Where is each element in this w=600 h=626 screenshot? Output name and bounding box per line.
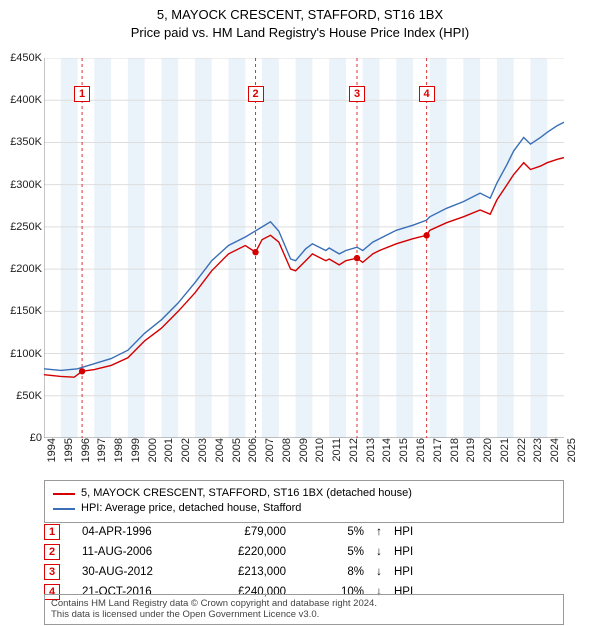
x-axis-label: 2015 bbox=[396, 438, 410, 462]
events-table: 1 04-APR-1996 £79,000 5% ↑ HPI 2 11-AUG-2006 £22… bbox=[44, 522, 564, 602]
x-axis-label: 2014 bbox=[379, 438, 393, 462]
legend-row-property: 5, MAYOCK CRESCENT, STAFFORD, ST16 1BX (… bbox=[53, 486, 555, 501]
event-pct: 5% bbox=[324, 546, 364, 558]
event-marker: 1 bbox=[74, 86, 90, 102]
legend-label-property: 5, MAYOCK CRESCENT, STAFFORD, ST16 1BX (… bbox=[81, 486, 412, 501]
event-price: £79,000 bbox=[206, 526, 316, 538]
event-date: 11-AUG-2006 bbox=[68, 546, 198, 558]
x-axis-label: 2001 bbox=[161, 438, 175, 462]
x-axis-label: 2000 bbox=[145, 438, 159, 462]
footer-line2: This data is licensed under the Open Gov… bbox=[51, 609, 557, 620]
event-marker: 3 bbox=[349, 86, 365, 102]
legend-label-hpi: HPI: Average price, detached house, Staf… bbox=[81, 501, 301, 516]
y-axis-label: £350K bbox=[10, 136, 42, 148]
x-axis-label: 2002 bbox=[178, 438, 192, 462]
event-tag: HPI bbox=[394, 566, 434, 578]
event-arrow-icon: ↓ bbox=[372, 546, 386, 558]
x-axis-label: 2025 bbox=[564, 438, 578, 462]
x-axis-label: 2013 bbox=[363, 438, 377, 462]
y-axis-label: £200K bbox=[10, 263, 42, 275]
x-axis-label: 2023 bbox=[530, 438, 544, 462]
y-axis-label: £150K bbox=[10, 305, 42, 317]
x-axis-label: 2016 bbox=[413, 438, 427, 462]
x-axis-label: 1997 bbox=[94, 438, 108, 462]
chart-plot-area: £0£50K£100K£150K£200K£250K£300K£350K£400… bbox=[44, 58, 564, 438]
event-number-box: 1 bbox=[44, 524, 60, 540]
event-number-box: 3 bbox=[44, 564, 60, 580]
x-axis-label: 2017 bbox=[430, 438, 444, 462]
event-row: 1 04-APR-1996 £79,000 5% ↑ HPI bbox=[44, 522, 564, 542]
x-axis-label: 2004 bbox=[212, 438, 226, 462]
event-pct: 5% bbox=[324, 526, 364, 538]
y-axis-label: £100K bbox=[10, 348, 42, 360]
x-axis-label: 2010 bbox=[312, 438, 326, 462]
x-axis-label: 2024 bbox=[547, 438, 561, 462]
footer-attribution: Contains HM Land Registry data © Crown c… bbox=[44, 594, 564, 625]
y-axis-label: £300K bbox=[10, 179, 42, 191]
chart-title-subtitle: Price paid vs. HM Land Registry's House … bbox=[0, 24, 600, 42]
x-axis-label: 1995 bbox=[61, 438, 75, 462]
x-axis-label: 1994 bbox=[44, 438, 58, 462]
footer-line1: Contains HM Land Registry data © Crown c… bbox=[51, 598, 557, 609]
event-date: 04-APR-1996 bbox=[68, 526, 198, 538]
x-axis-label: 2012 bbox=[346, 438, 360, 462]
legend-swatch-property bbox=[53, 493, 75, 495]
chart-legend: 5, MAYOCK CRESCENT, STAFFORD, ST16 1BX (… bbox=[44, 480, 564, 523]
y-axis-label: £400K bbox=[10, 94, 42, 106]
event-arrow-icon: ↑ bbox=[372, 526, 386, 538]
x-axis-label: 2003 bbox=[195, 438, 209, 462]
legend-swatch-hpi bbox=[53, 508, 75, 510]
y-axis-label: £0 bbox=[30, 432, 42, 444]
event-price: £213,000 bbox=[206, 566, 316, 578]
chart-svg bbox=[44, 58, 564, 438]
event-number-box: 2 bbox=[44, 544, 60, 560]
x-axis-label: 2018 bbox=[447, 438, 461, 462]
x-axis-label: 2006 bbox=[245, 438, 259, 462]
legend-row-hpi: HPI: Average price, detached house, Staf… bbox=[53, 501, 555, 516]
x-axis-label: 1999 bbox=[128, 438, 142, 462]
x-axis-label: 1998 bbox=[111, 438, 125, 462]
y-axis-label: £50K bbox=[16, 390, 42, 402]
x-axis-label: 2005 bbox=[229, 438, 243, 462]
y-axis-label: £450K bbox=[10, 52, 42, 64]
event-price: £220,000 bbox=[206, 546, 316, 558]
event-row: 3 30-AUG-2012 £213,000 8% ↓ HPI bbox=[44, 562, 564, 582]
x-axis-label: 2022 bbox=[514, 438, 528, 462]
x-axis-label: 2011 bbox=[329, 438, 343, 462]
chart-title-address: 5, MAYOCK CRESCENT, STAFFORD, ST16 1BX bbox=[0, 6, 600, 24]
y-axis-label: £250K bbox=[10, 221, 42, 233]
x-axis-label: 2021 bbox=[497, 438, 511, 462]
event-marker: 4 bbox=[419, 86, 435, 102]
x-axis-label: 2008 bbox=[279, 438, 293, 462]
x-axis-label: 1996 bbox=[78, 438, 92, 462]
event-marker: 2 bbox=[248, 86, 264, 102]
event-date: 30-AUG-2012 bbox=[68, 566, 198, 578]
event-pct: 8% bbox=[324, 566, 364, 578]
x-axis-label: 2019 bbox=[463, 438, 477, 462]
x-axis-label: 2020 bbox=[480, 438, 494, 462]
x-axis-label: 2007 bbox=[262, 438, 276, 462]
event-tag: HPI bbox=[394, 526, 434, 538]
event-tag: HPI bbox=[394, 546, 434, 558]
event-arrow-icon: ↓ bbox=[372, 566, 386, 578]
x-axis-label: 2009 bbox=[296, 438, 310, 462]
event-row: 2 11-AUG-2006 £220,000 5% ↓ HPI bbox=[44, 542, 564, 562]
